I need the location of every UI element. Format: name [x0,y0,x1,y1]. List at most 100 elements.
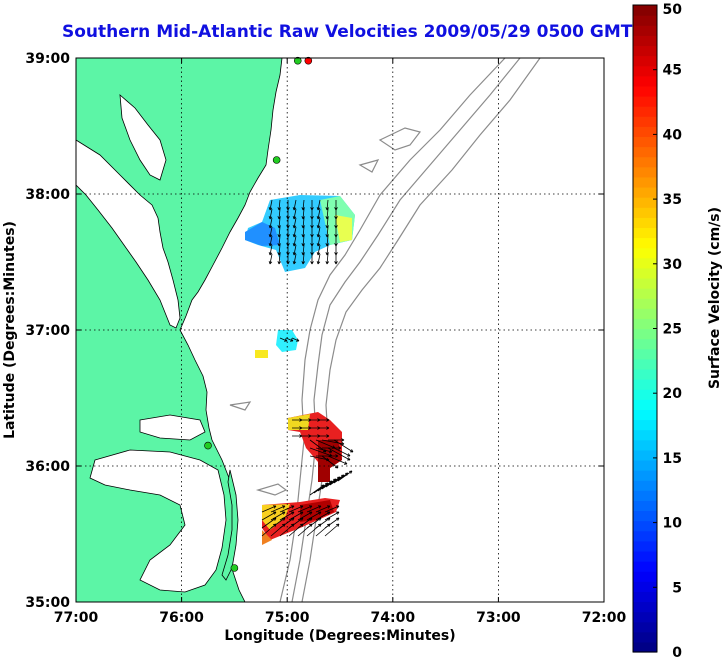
velocity-arrow [306,511,322,521]
station-markers [204,56,313,572]
velocity-arrow [268,235,273,247]
velocity-arrow [316,217,321,229]
velocity-arrow [279,337,288,342]
colorbar-segment [633,186,657,198]
colorbar-tick-label: 40 [663,127,683,143]
velocity-arrow [301,226,306,238]
velocity-arrow [301,253,306,265]
velocity-arrow [324,505,340,513]
colorbar-segment [633,601,657,613]
velocity-arrow [268,217,273,229]
velocity-arrow [324,517,340,529]
station-marker [304,56,313,65]
colorbar-segment [633,207,657,218]
velocity-arrow [327,455,348,465]
colorbar-segment [633,318,657,330]
colorbar-segment [633,267,657,279]
colorbar-segment [633,95,657,107]
velocity-arrow [325,226,330,238]
velocity-arrow [333,447,351,457]
velocity-arrow [292,226,297,238]
x-tick-label: 72:00 [582,610,627,626]
velocity-patch-outerbanks-yellow [288,414,310,430]
velocity-arrow [261,511,277,521]
colorbar-segment [633,85,657,97]
velocity-arrow [316,226,321,238]
colorbar-segment [633,116,657,127]
colorbar-segment [633,247,657,259]
velocity-arrow [325,244,330,256]
y-tick-label: 38:00 [25,187,70,203]
velocity-arrow [316,454,339,458]
velocity-arrow [277,226,282,238]
station-marker [230,564,239,572]
velocity-arrow [288,511,304,521]
colorbar-tick-label: 25 [663,322,682,338]
velocity-arrow [325,253,330,265]
colorbar-segment [633,571,657,582]
station-marker [272,156,281,164]
x-axis-label: Longitude (Degrees:Minutes) [224,628,455,644]
pamlico-sound [89,449,227,593]
colorbar-segment [633,227,657,239]
velocity-arrow [288,505,304,513]
velocity-arrow [325,199,330,211]
colorbar-tick-label: 20 [663,386,683,402]
velocity-arrow [277,208,282,220]
velocity-arrow [316,253,321,265]
colorbar-segment [633,25,657,36]
velocity-patch-chincoteague-yellow [255,350,268,358]
colorbar-segment [633,621,657,633]
chart-title: Southern Mid-Atlantic Raw Velocities 200… [62,22,633,42]
velocity-arrow [301,208,306,220]
velocity-arrow [270,511,286,521]
velocity-arrow [321,455,339,469]
velocity-arrow [316,199,321,211]
colorbar-segment [633,217,657,229]
velocity-arrow [316,244,321,256]
colorbar-segment [633,631,657,643]
colorbar-segment [633,480,657,491]
colorbar-tick-label: 30 [663,257,683,273]
y-tick-label: 36:00 [25,459,70,475]
grid-lines [76,58,604,602]
colorbar-segment [633,641,657,653]
colorbar-tick-label: 50 [663,2,683,18]
velocity-arrow [292,253,297,265]
colorbar-segment [633,308,657,319]
velocity-arrow [268,244,273,256]
velocity-arrow [279,511,295,521]
velocity-arrow [301,199,306,211]
y-tick-label: 37:00 [25,323,70,339]
station-marker [293,56,302,65]
colorbar-segment [633,15,657,26]
x-tick-label: 77:00 [54,610,99,626]
velocity-arrow [291,337,300,342]
velocity-arrow [324,511,340,521]
colorbar-tick-label: 0 [672,645,682,659]
colorbar-segment [633,338,657,350]
colorbar-segment [633,288,657,299]
velocity-patch-delmarva-yellow [335,215,352,242]
velocity-arrow [325,217,330,229]
colorbar-segment [633,126,657,138]
colorbar: 0 5 10 15 20 25 30 35 40 45 50 [632,2,683,659]
x-tick-label: 74:00 [371,610,416,626]
colorbar-segment [633,237,657,249]
colorbar-tick-label: 10 [663,516,683,532]
velocity-arrow [268,253,273,265]
station-marker [204,441,212,450]
velocity-arrow [315,505,331,513]
x-axis: 77:00 76:00 75:00 74:00 73:00 72:00 [54,58,627,626]
velocity-arrow [322,446,342,450]
velocity-arrow [325,208,330,220]
colorbar-segment [633,409,657,421]
colorbar-segment [633,166,657,178]
bathymetry-contours [229,58,541,602]
colorbar-segment [633,490,657,501]
colorbar-segment [633,156,657,168]
velocity-arrow [327,447,351,461]
velocity-arrow [261,505,277,513]
velocity-arrow [333,439,354,453]
colorbar-segment [633,146,657,158]
